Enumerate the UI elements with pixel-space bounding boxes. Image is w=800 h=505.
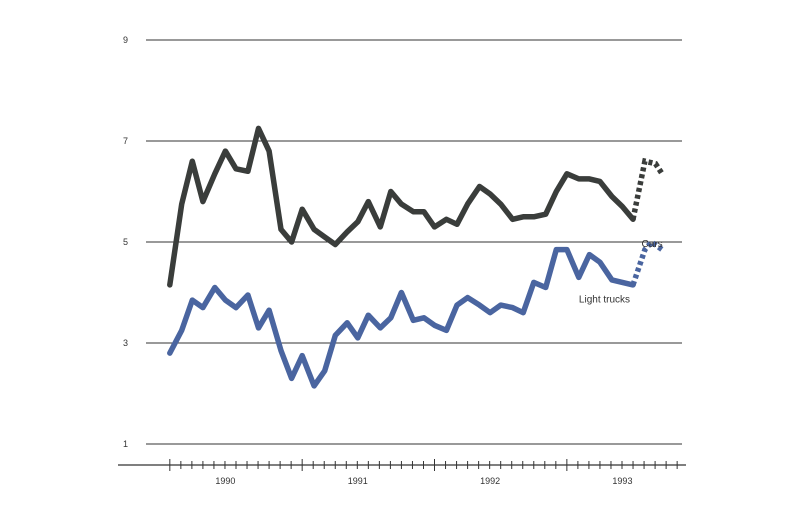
y-tick-label: 9	[123, 35, 128, 45]
series-label-cars: Cars	[642, 239, 663, 250]
x-tick-label: 1992	[480, 476, 500, 486]
x-tick-label: 1990	[215, 476, 235, 486]
y-tick-label: 5	[123, 237, 128, 247]
series-line-cars	[167, 125, 636, 288]
forecast-line-cars	[630, 157, 665, 220]
y-tick-label: 3	[123, 338, 128, 348]
y-tick-label: 1	[123, 439, 128, 449]
x-tick-label: 1993	[612, 476, 632, 486]
gridlines: 1 3 5 7 9	[123, 35, 682, 449]
series-labels: Cars Light trucks	[579, 239, 663, 306]
series-line-light-trucks	[167, 246, 636, 389]
y-tick-label: 7	[123, 136, 128, 146]
series-lines	[167, 125, 665, 389]
series-label-light-trucks: Light trucks	[579, 295, 630, 306]
forecast-line-light-trucks	[630, 238, 664, 286]
x-tick-label: 1991	[348, 476, 368, 486]
x-axis: 1990 1991 1992 1993	[118, 459, 686, 486]
